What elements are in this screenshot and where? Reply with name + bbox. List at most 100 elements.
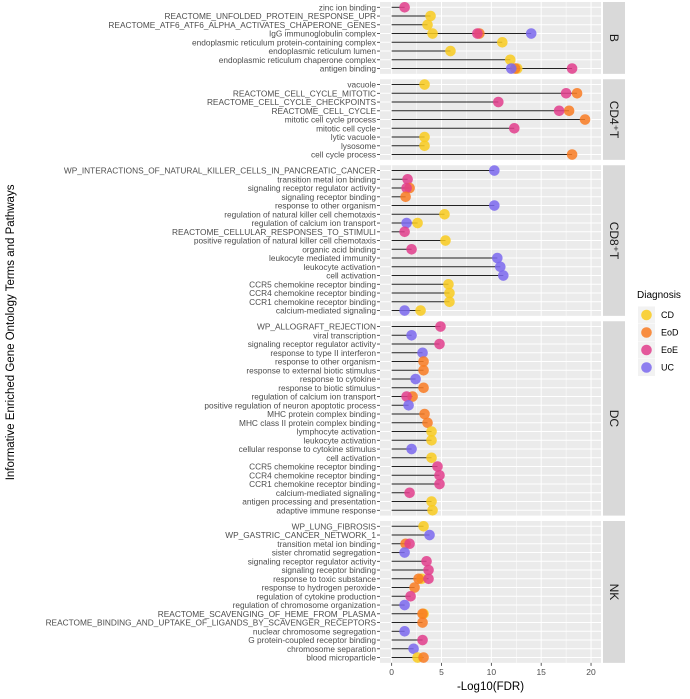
term-row: REACTOME_CELL_CYCLE_CHECKPOINTS [207, 96, 504, 108]
term-label: CCR5 chemokine receptor binding [249, 279, 376, 289]
point-CD [426, 435, 437, 446]
term-row: response to cytokine [300, 373, 421, 385]
point-UC [408, 643, 419, 655]
point-CD [439, 209, 450, 220]
term-row: WP_ALLOGRAFT_REJECTION [257, 321, 446, 332]
point-EoE [401, 182, 412, 194]
term-label: regulation of calcium ion transport [251, 218, 376, 228]
point-EoE [560, 88, 572, 99]
facet-panel-2: CD8⁺T WP_INTERACTIONS_OF_NATURAL_KILLER_C… [64, 165, 625, 316]
term-label: antigen processing and presentation [242, 497, 376, 507]
term-label: vacuole [347, 80, 376, 90]
term-row: antigen processing and presentation [242, 496, 437, 507]
term-row: response to toxic substance [273, 573, 434, 585]
term-row: REACTOME_BINDING_AND_UPTAKE_OF_LIGANDS_B… [46, 617, 428, 628]
term-label: endoplasmic reticulum chaperone complex [219, 55, 377, 65]
term-label: organic acid binding [302, 244, 376, 254]
term-label: signaling receptor binding [281, 565, 376, 575]
point-EoD [409, 582, 420, 593]
term-row: REACTOME_ATF6_ATF6_ALPHA_ACTIVATES_CHAPE… [108, 19, 433, 31]
point-CD [443, 279, 454, 290]
term-row: IgG immunoglobulin complex [269, 28, 537, 39]
term-label: REACTOME_ATF6_ATF6_ALPHA_ACTIVATES_CHAPE… [108, 20, 376, 30]
point-EoD [413, 573, 424, 585]
point-EoE [406, 244, 417, 255]
term-label: leukocyte mediated immunity [269, 253, 377, 263]
facet-strip-label: B [607, 34, 621, 42]
point-EoE [404, 487, 415, 499]
term-row: transition metal ion binding [277, 174, 413, 185]
term-row: lymphocyte activation [297, 426, 437, 437]
facet-strip-label: CD8⁺T [607, 222, 621, 260]
term-row: positive regulation of natural killer ce… [194, 235, 451, 246]
term-label: lymphocyte activation [297, 427, 377, 437]
term-label: signaling receptor regulator activity [248, 556, 377, 566]
point-EoD [417, 608, 428, 620]
point-UC [489, 165, 500, 176]
term-row: cell activation [326, 270, 509, 281]
term-row: REACTOME_CELLULAR_RESPONSES_TO_STIMULI [172, 226, 410, 238]
term-label: response to hydrogen peroxide [262, 583, 377, 593]
point-CD [426, 426, 437, 437]
term-label: lytic vacuole [331, 132, 377, 142]
term-label: nuclear chromosome segregation [253, 626, 377, 636]
point-EoE [417, 634, 428, 646]
x-tick-label: 10 [487, 667, 497, 677]
term-label: CCR5 chemokine receptor binding [249, 462, 376, 472]
term-row: lysosome [341, 140, 430, 152]
legend-label: UC [661, 363, 674, 373]
term-row: cell cycle process [311, 149, 578, 160]
term-row: transition metal ion binding [277, 538, 415, 550]
point-EoE [434, 470, 445, 481]
term-row: MHC class II protein complex binding [239, 417, 433, 429]
term-row: CCR1 chemokine receptor binding [249, 296, 455, 308]
term-row: REACTOME_CELL_CYCLE_MITOTIC [233, 88, 583, 99]
panel-background [380, 2, 601, 74]
term-row: response to other organism [275, 356, 429, 367]
term-label: CCR4 chemokine receptor binding [249, 288, 376, 298]
point-CD [426, 496, 437, 507]
term-row: sister chromatid segregation [272, 547, 410, 558]
point-EoD [419, 408, 430, 420]
term-label: blood microparticle [306, 653, 376, 663]
term-row: endoplasmic reticulum chaperone complex [219, 54, 516, 66]
point-EoE [566, 63, 578, 74]
term-row: CCR1 chemokine receptor binding [249, 478, 445, 490]
point-CD [419, 140, 430, 152]
point-UC [403, 400, 414, 411]
term-label: cell activation [326, 453, 376, 463]
facet-strip-label: CD4⁺T [607, 101, 621, 139]
term-row: regulation of chromosome organization [233, 599, 410, 611]
term-row: response to other organism [275, 200, 500, 211]
term-label: regulation of cytokine production [257, 591, 377, 601]
point-UC [525, 28, 537, 39]
facet-panel-4: NK WP_LUNG_FIBROSISWP_GASTRIC_CANCER_NETW… [46, 521, 625, 663]
term-label: response to cytokine [300, 374, 376, 384]
term-row: regulation of calcium ion transport [251, 217, 423, 229]
term-label: response to other organism [275, 201, 376, 211]
point-CD [426, 452, 437, 464]
term-row: regulation of calcium ion transport [251, 391, 418, 402]
point-EoE [432, 461, 443, 472]
point-CD [444, 287, 455, 299]
point-EoE [434, 338, 445, 350]
term-row: CCR4 chemokine receptor binding [249, 470, 445, 481]
point-UC [399, 599, 410, 611]
term-row: MHC protein complex binding [267, 408, 430, 420]
term-row: blood microparticle [306, 652, 429, 663]
term-row: mitotic cell cycle process [285, 114, 591, 125]
point-UC [399, 626, 410, 637]
term-row: CCR4 chemokine receptor binding [249, 287, 455, 299]
term-row: signaling receptor binding [281, 191, 411, 203]
term-label: positive regulation of neuron apoptotic … [204, 400, 376, 410]
point-EoE [434, 478, 445, 490]
term-label: calcium-mediated signaling [276, 488, 376, 498]
term-row: adaptive immune response [276, 505, 438, 516]
x-tick-label: 0 [389, 667, 394, 677]
term-label: MHC protein complex binding [267, 409, 376, 419]
term-label: WP_ALLOGRAFT_REJECTION [257, 322, 376, 332]
term-row: WP_LUNG_FIBROSIS [292, 521, 429, 532]
point-CD [419, 79, 430, 90]
point-EoD [566, 149, 578, 160]
